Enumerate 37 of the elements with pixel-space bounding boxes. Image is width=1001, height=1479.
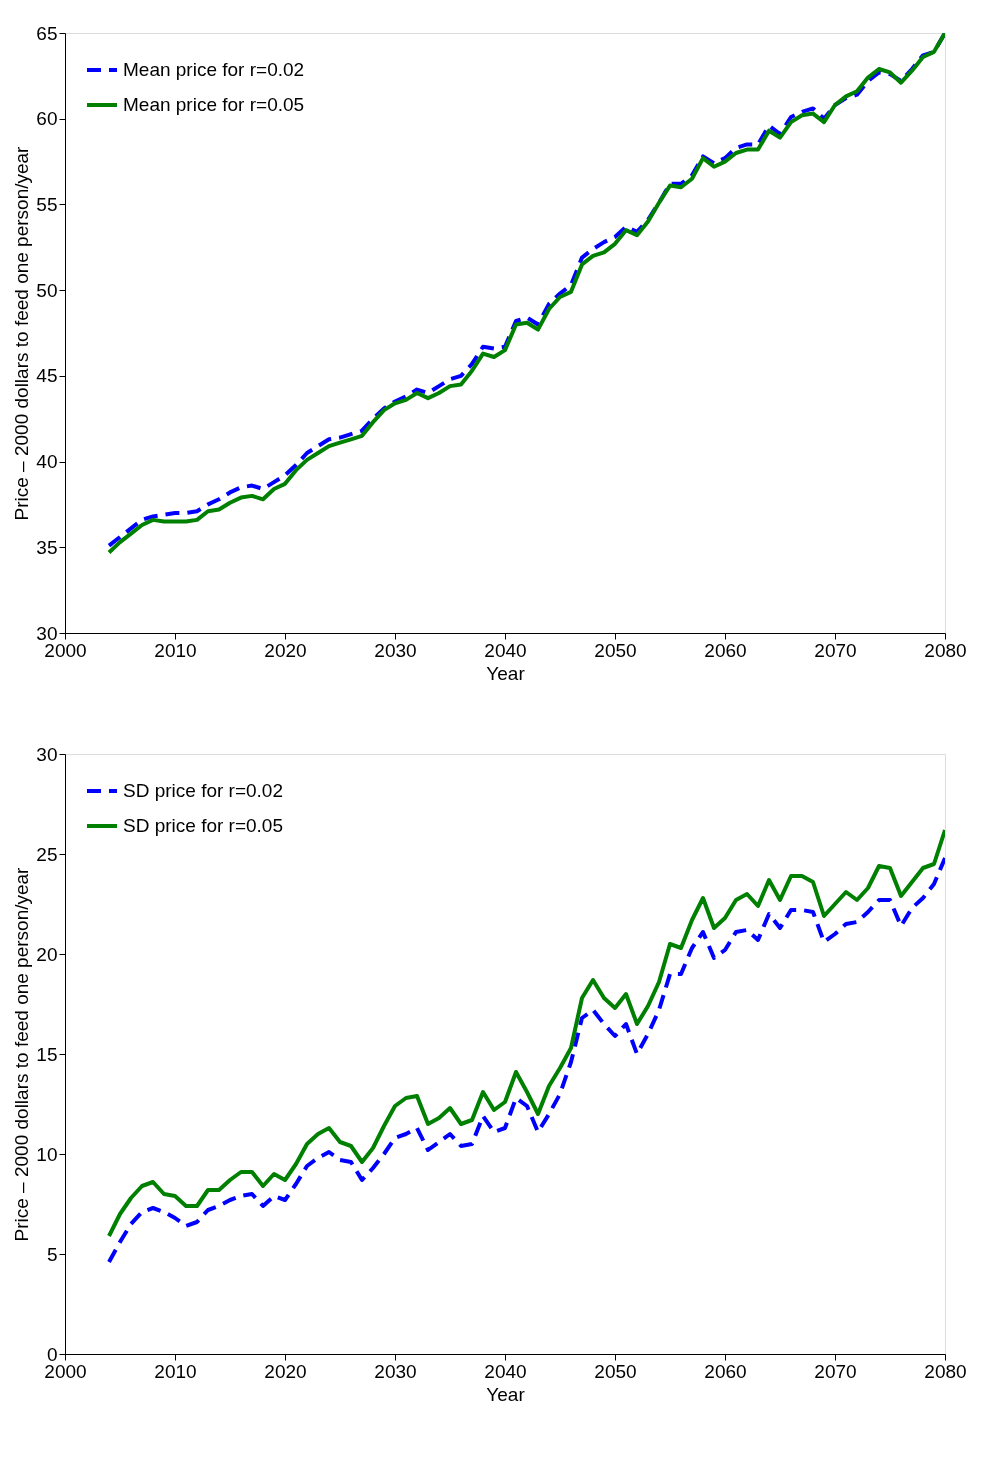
- x-tick-label: 2040: [484, 639, 527, 661]
- x-axis-title: Year: [486, 1383, 526, 1405]
- x-tick-label: 2080: [924, 1360, 967, 1382]
- x-tick-label: 2050: [594, 1360, 637, 1382]
- legend-label: SD price for r=0.05: [123, 815, 283, 836]
- y-tick-label: 50: [36, 279, 58, 301]
- y-tick-label: 55: [36, 193, 58, 215]
- x-tick-label: 2070: [814, 639, 857, 661]
- x-tick-label: 2080: [924, 639, 967, 661]
- x-tick-label: 2040: [484, 1360, 527, 1382]
- y-tick-label: 45: [36, 365, 58, 387]
- legend-label: SD price for r=0.02: [123, 780, 283, 801]
- x-tick-label: 2070: [814, 1360, 857, 1382]
- x-tick-label: 2020: [264, 639, 307, 661]
- x-tick-label: 2050: [594, 639, 637, 661]
- y-tick-label: 65: [36, 22, 58, 44]
- x-tick-label: 2030: [374, 639, 417, 661]
- legend-label: Mean price for r=0.05: [123, 94, 305, 115]
- y-tick-label: 60: [36, 108, 58, 130]
- y-tick-label: 20: [36, 943, 58, 965]
- x-tick-label: 2020: [264, 1360, 307, 1382]
- legend-label: Mean price for r=0.02: [123, 59, 305, 80]
- x-axis-title: Year: [486, 662, 526, 684]
- x-tick-label: 2010: [154, 1360, 197, 1382]
- y-tick-label: 30: [36, 743, 58, 765]
- x-tick-label: 2010: [154, 639, 197, 661]
- y-axis-title: Price – 2000 dollars to feed one person/year: [11, 866, 33, 1242]
- y-tick-label: 15: [36, 1043, 58, 1065]
- y-tick-label: 10: [36, 1143, 58, 1165]
- y-tick-label: 35: [36, 536, 58, 558]
- y-axis-title: Price – 2000 dollars to feed one person/year: [11, 145, 33, 521]
- y-tick-label: 40: [36, 451, 58, 473]
- x-tick-label: 2060: [704, 639, 747, 661]
- x-tick-label: 2060: [704, 1360, 747, 1382]
- y-tick-label: 5: [46, 1243, 58, 1265]
- y-tick-label: 25: [36, 843, 58, 865]
- x-tick-label: 2030: [374, 1360, 417, 1382]
